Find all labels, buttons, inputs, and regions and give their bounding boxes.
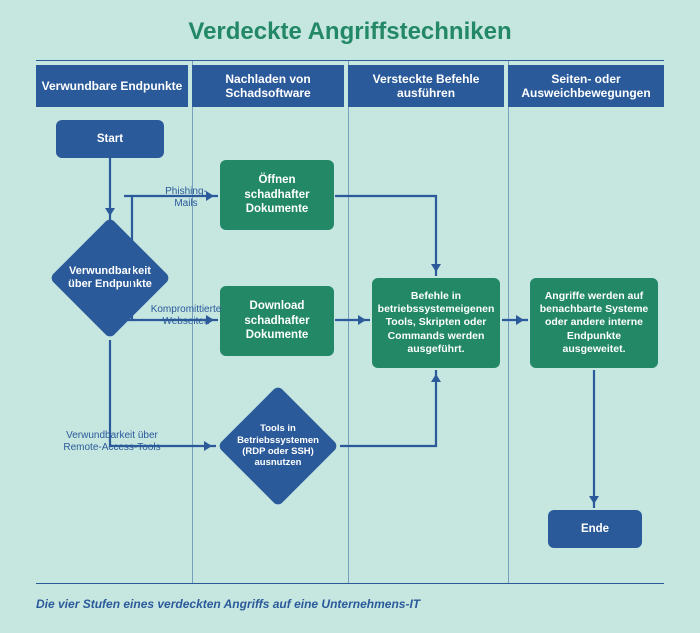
node-exec: Befehle in betriebssystemeigenen Tools, … bbox=[372, 278, 500, 368]
header-col-3: Versteckte Befehle ausführen bbox=[348, 65, 504, 107]
edge-label-phishing: Phishing-Mails bbox=[156, 186, 216, 210]
header-col-4: Seiten- oder Ausweichbewegungen bbox=[508, 65, 664, 107]
page-title: Verdeckte Angriffstechniken bbox=[0, 0, 700, 60]
caption: Die vier Stufen eines verdeckten Angriff… bbox=[36, 597, 420, 611]
node-download-doc: Download schadhafter Dokumente bbox=[220, 286, 334, 356]
header-col-2: Nachladen von Schadsoftware bbox=[192, 65, 344, 107]
header-row: Verwundbare Endpunkte Nachladen von Scha… bbox=[36, 65, 664, 107]
header-col-1: Verwundbare Endpunkte bbox=[36, 65, 188, 107]
col-divider-3 bbox=[508, 60, 509, 584]
node-diamond-tools: Tools in Betriebssystemen (RDP oder SSH)… bbox=[217, 385, 339, 507]
node-end: Ende bbox=[548, 510, 642, 548]
col-divider-2 bbox=[348, 60, 349, 584]
node-open-doc: Öffnen schadhafter Dokumente bbox=[220, 160, 334, 230]
edge-label-compromised: Kompro­mittierte Webseiten bbox=[150, 304, 222, 328]
node-diamond-tools-label: Tools in Betriebssystemen (RDP oder SSH)… bbox=[217, 385, 339, 507]
node-start: Start bbox=[56, 120, 164, 158]
node-spread: Angriffe werden auf benachbarte Systeme … bbox=[530, 278, 658, 368]
edge-label-remote: Verwundbarkeit über Remote-Access-Tools bbox=[52, 430, 172, 454]
